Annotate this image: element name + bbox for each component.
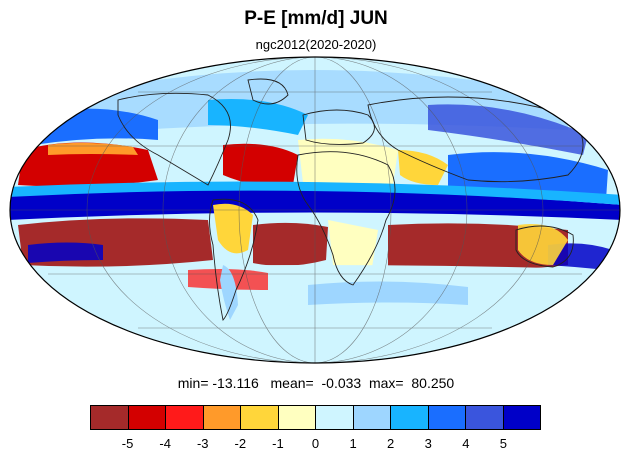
mean-label: mean= bbox=[270, 375, 314, 391]
colorbar-tick-label: 4 bbox=[462, 436, 470, 451]
colorbar-segment bbox=[428, 406, 466, 429]
colorbar-segment bbox=[503, 406, 540, 429]
colorbar-segment bbox=[466, 406, 504, 429]
field-itcz bbox=[10, 189, 620, 220]
min-label: min= bbox=[177, 375, 209, 391]
field-arabia bbox=[398, 150, 448, 185]
coast-north-america bbox=[117, 92, 231, 186]
field-s-storm-blue1 bbox=[308, 281, 468, 305]
field-sw-pacific-wet bbox=[28, 242, 103, 263]
field-s-atlantic-dry bbox=[253, 222, 328, 266]
colorbar-segment bbox=[91, 406, 129, 429]
field-itcz-edge bbox=[10, 181, 620, 205]
field-siberia-blue bbox=[428, 104, 588, 155]
colorbar-tick-label: 3 bbox=[424, 436, 432, 451]
colorbar-tick-label: -1 bbox=[272, 436, 284, 451]
coast-australia bbox=[515, 225, 574, 268]
field-n-atlantic-dry bbox=[223, 143, 298, 187]
colorbar-segment bbox=[203, 406, 241, 429]
field-antarctic bbox=[10, 305, 620, 363]
colorbar bbox=[90, 405, 541, 430]
colorbar-segment bbox=[128, 406, 166, 429]
graticule bbox=[10, 57, 620, 363]
colorbar-tick-label: 2 bbox=[387, 436, 395, 451]
plot-title: P-E [mm/d] JUN bbox=[244, 8, 388, 29]
min-value: -13.116 bbox=[212, 375, 259, 391]
coast-africa bbox=[296, 151, 396, 286]
colorbar-segment bbox=[391, 406, 429, 429]
coastlines bbox=[117, 78, 584, 321]
mollweide-map bbox=[9, 56, 621, 364]
field-n-atlantic-storm bbox=[208, 99, 308, 135]
coast-europe bbox=[302, 109, 375, 145]
coast-asia bbox=[367, 96, 584, 183]
field-s-indian-wet bbox=[548, 243, 613, 270]
colorbar-tick-label: 5 bbox=[499, 436, 508, 451]
colorbar-tick-label: 0 bbox=[311, 436, 320, 451]
colorbar-tick-label: -4 bbox=[159, 436, 171, 451]
field-patagonia bbox=[220, 265, 238, 320]
colorbar-segment bbox=[241, 406, 279, 429]
coast-south-america bbox=[209, 198, 259, 321]
colorbar-segment bbox=[278, 406, 316, 429]
stats-line: min= -13.116 mean= -0.033 max= 80.250 bbox=[0, 375, 632, 391]
coast-greenland bbox=[247, 78, 289, 105]
max-value: 80.250 bbox=[411, 375, 455, 391]
colorbar-tick-label: 1 bbox=[349, 436, 357, 451]
map-border bbox=[9, 56, 621, 364]
map-panel bbox=[8, 55, 623, 365]
colorbar-segment bbox=[316, 406, 354, 429]
colorbar-tick-label: -3 bbox=[196, 436, 209, 451]
field-australia bbox=[518, 224, 568, 265]
colorbar-tick-label: -5 bbox=[121, 436, 134, 451]
max-label: max= bbox=[368, 375, 404, 391]
plot-subtitle: ngc2012(2020-2020) bbox=[255, 37, 377, 52]
field-amazon bbox=[213, 203, 253, 254]
colorbar-tick-label: -2 bbox=[234, 436, 247, 451]
mean-value: -0.033 bbox=[321, 375, 362, 391]
colorbar-segment bbox=[353, 406, 391, 429]
colorbar-segment bbox=[166, 406, 204, 429]
field-sahara bbox=[298, 138, 398, 188]
